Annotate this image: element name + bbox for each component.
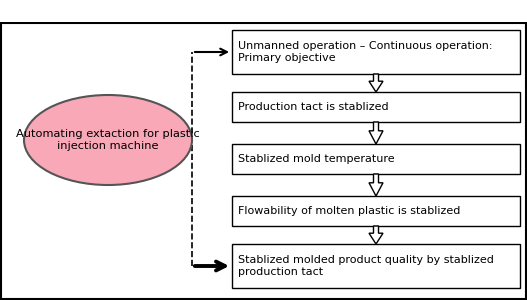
Bar (232, 30, 520, 74)
Text: [Fig.3] Effects of plastic injection molded product extraction automation: [Fig.3] Effects of plastic injection mol… (6, 4, 527, 17)
Polygon shape (369, 226, 383, 244)
Bar (232, 92, 520, 122)
Bar (232, 144, 520, 174)
Polygon shape (369, 122, 383, 144)
Text: Automating extaction for plastic
injection machine: Automating extaction for plastic injecti… (16, 129, 200, 151)
Text: Flowability of molten plastic is stablized: Flowability of molten plastic is stabliz… (238, 206, 461, 216)
Ellipse shape (24, 95, 192, 185)
Text: Stablized mold temperature: Stablized mold temperature (238, 154, 395, 164)
Text: Production tact is stablized: Production tact is stablized (238, 102, 388, 112)
Polygon shape (369, 174, 383, 196)
Text: Stablized molded product quality by stablized
production tact: Stablized molded product quality by stab… (238, 255, 494, 277)
Polygon shape (369, 74, 383, 92)
Bar (232, 196, 520, 226)
Bar (232, 244, 520, 288)
Text: Unmanned operation – Continuous operation:
Primary objective: Unmanned operation – Continuous operatio… (238, 41, 493, 63)
